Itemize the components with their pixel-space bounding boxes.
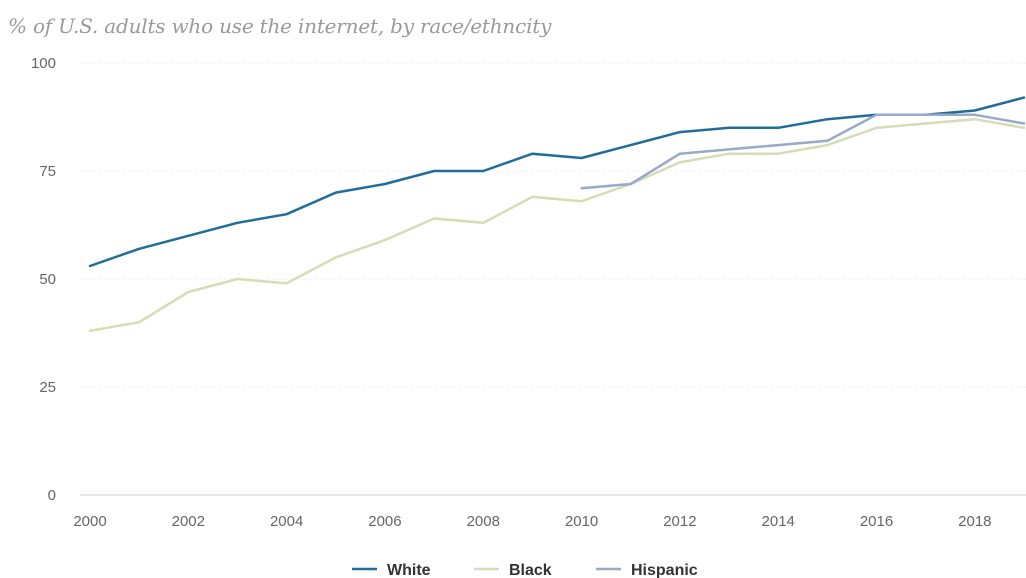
- data-point-white: [775, 125, 781, 131]
- data-point-white: [234, 220, 240, 226]
- legend[interactable]: White Black Hispanic: [352, 562, 698, 578]
- data-point-black: [382, 237, 388, 243]
- y-tick-label: 0: [48, 487, 56, 504]
- series-line-black: [88, 117, 1026, 333]
- chart-title: % of U.S. adults who use the internet, b…: [8, 14, 552, 38]
- data-point-black: [431, 216, 437, 222]
- data-point-black: [775, 151, 781, 157]
- legend-item-hispanic[interactable]: Hispanic: [596, 562, 698, 578]
- data-point-hispanic: [874, 112, 880, 118]
- data-point-black: [234, 276, 240, 282]
- data-point-hispanic: [677, 151, 683, 157]
- legend-item-black[interactable]: Black: [474, 562, 552, 578]
- data-point-white: [480, 168, 486, 174]
- data-point-white: [529, 151, 535, 157]
- y-tick-label: 25: [39, 379, 56, 396]
- x-tick-label: 2018: [958, 513, 991, 530]
- data-point-hispanic: [726, 146, 732, 152]
- data-point-white: [726, 125, 732, 131]
- data-point-white: [136, 246, 142, 252]
- data-point-black: [480, 220, 486, 226]
- series-line-hispanic: [580, 113, 1026, 190]
- data-point-hispanic: [972, 112, 978, 118]
- data-point-white: [185, 233, 191, 239]
- y-axis: 0 25 50 75 100: [31, 55, 56, 504]
- data-point-white: [333, 190, 339, 196]
- data-point-black: [185, 289, 191, 295]
- data-point-hispanic: [628, 181, 634, 187]
- data-point-black: [579, 198, 585, 204]
- data-point-black: [923, 120, 929, 126]
- x-axis: 2000 2002 2004 2006 2008 2010 2012 2014 2016 2018: [73, 513, 991, 530]
- series-line-white: [88, 96, 1026, 268]
- data-point-black: [874, 125, 880, 131]
- x-tick-label: 2016: [860, 513, 893, 530]
- data-point-hispanic: [824, 138, 830, 144]
- x-tick-label: 2004: [270, 513, 303, 530]
- y-tick-label: 50: [39, 271, 56, 288]
- data-point-white: [284, 211, 290, 217]
- data-point-black: [284, 280, 290, 286]
- data-point-hispanic: [923, 112, 929, 118]
- x-tick-label: 2000: [73, 513, 106, 530]
- y-tick-label: 100: [31, 55, 56, 72]
- x-tick-label: 2012: [663, 513, 696, 530]
- gridlines: [80, 62, 1026, 496]
- data-point-black: [136, 319, 142, 325]
- x-tick-label: 2014: [762, 513, 795, 530]
- x-tick-label: 2008: [467, 513, 500, 530]
- data-point-white: [382, 181, 388, 187]
- x-tick-label: 2010: [565, 513, 598, 530]
- data-point-white: [824, 116, 830, 122]
- legend-label: Black: [509, 562, 552, 578]
- data-point-white: [628, 142, 634, 148]
- data-point-white: [87, 263, 93, 269]
- data-point-hispanic: [775, 142, 781, 148]
- data-point-hispanic: [579, 185, 585, 191]
- legend-label: White: [387, 562, 431, 578]
- data-point-black: [333, 254, 339, 260]
- data-point-black: [87, 328, 93, 334]
- data-point-white: [677, 129, 683, 135]
- data-point-white: [431, 168, 437, 174]
- data-point-black: [677, 159, 683, 165]
- data-point-hispanic: [1021, 120, 1026, 126]
- series-lines: [87, 95, 1026, 334]
- x-tick-label: 2002: [172, 513, 205, 530]
- legend-item-white[interactable]: White: [352, 562, 431, 578]
- data-point-white: [579, 155, 585, 161]
- y-tick-label: 75: [39, 163, 56, 180]
- x-tick-label: 2006: [368, 513, 401, 530]
- legend-label: Hispanic: [631, 562, 698, 578]
- data-point-black: [529, 194, 535, 200]
- data-point-white: [1021, 95, 1026, 101]
